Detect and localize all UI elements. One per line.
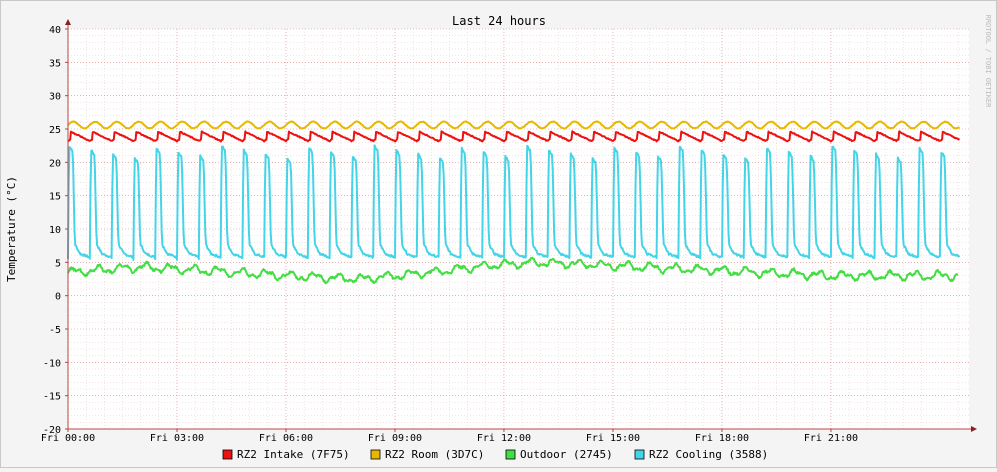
series-layer xyxy=(67,120,961,285)
series-line-rz2-intake-7f75 xyxy=(67,130,961,143)
y-tick-label: 5 xyxy=(55,258,61,269)
legend-rz2-cooling-3588-swatch xyxy=(634,449,645,460)
x-tick-label: Fri 09:00 xyxy=(368,433,422,444)
legend-rz2-room-3d7c-label: RZ2 Room (3D7C) xyxy=(385,448,484,461)
x-axis-arrow xyxy=(971,426,977,432)
y-tick-label: -15 xyxy=(43,392,61,403)
legend: RZ2 Intake (7F75) RZ2 Room (3D7C) Outdoor … xyxy=(222,448,768,461)
axes xyxy=(65,19,977,432)
y-tick-label: 35 xyxy=(49,58,61,69)
series-line-rz2-room-3d7c xyxy=(67,120,961,130)
y-tick-label: 30 xyxy=(49,92,61,103)
x-tick-label: Fri 06:00 xyxy=(259,433,313,444)
legend-rz2-intake-7f75-swatch xyxy=(222,449,233,460)
y-tick-label: -20 xyxy=(43,425,61,436)
y-tick-label: 25 xyxy=(49,125,61,136)
y-axis-arrow xyxy=(65,19,71,25)
legend-outdoor-2745-label: Outdoor (2745) xyxy=(520,448,613,461)
y-tick-label: 10 xyxy=(49,225,61,236)
x-tick-label: Fri 15:00 xyxy=(586,433,640,444)
x-tick-label: Fri 21:00 xyxy=(804,433,858,444)
series-line-outdoor-2745 xyxy=(67,256,959,285)
x-tick-labels: Fri 00:00 Fri 03:00 Fri 06:00 Fri 09:00 Fri … xyxy=(41,433,858,444)
x-tick-label: Fri 00:00 xyxy=(41,433,95,444)
y-tick-labels: 40 35 30 25 20 15 10 5 0 -5 -10 -15 -20 xyxy=(43,25,61,436)
watermark-text: RRDTOOL / TOBI OETIKER xyxy=(984,15,992,109)
legend-rz2-intake-7f75-label: RZ2 Intake (7F75) xyxy=(237,448,350,461)
x-tick-label: Fri 03:00 xyxy=(150,433,204,444)
y-tick-label: 40 xyxy=(49,25,61,36)
legend-rz2-room-3d7c-swatch xyxy=(370,449,381,460)
y-tick-label: -10 xyxy=(43,358,61,369)
x-tick-label: Fri 18:00 xyxy=(695,433,749,444)
y-tick-label: 20 xyxy=(49,158,61,169)
y-tick-label: -5 xyxy=(49,325,61,336)
x-tick-label: Fri 12:00 xyxy=(477,433,531,444)
y-tick-label: 0 xyxy=(55,292,61,303)
y-tick-label: 15 xyxy=(49,192,61,203)
legend-rz2-cooling-3588-label: RZ2 Cooling (3588) xyxy=(649,448,768,461)
legend-outdoor-2745-swatch xyxy=(505,449,516,460)
chart-title: Last 24 hours xyxy=(452,14,546,28)
series-line-rz2-cooling-3588 xyxy=(67,144,961,261)
y-axis-label: Temperature (°C) xyxy=(5,176,18,282)
